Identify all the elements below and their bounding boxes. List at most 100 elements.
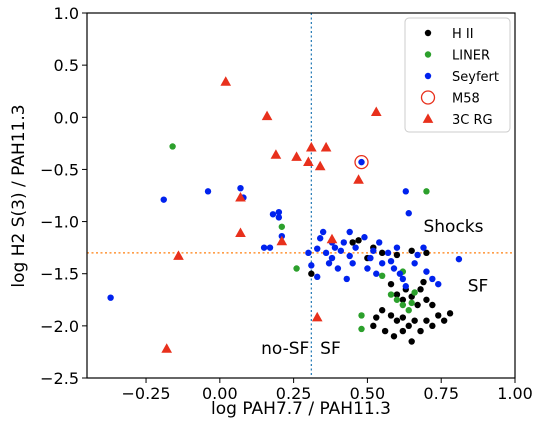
data-point xyxy=(266,244,274,251)
data-point xyxy=(393,251,401,259)
data-point xyxy=(349,260,356,267)
data-point xyxy=(376,239,383,246)
data-point xyxy=(293,265,300,272)
data-point xyxy=(337,247,345,254)
legend-label: 3C RG xyxy=(452,113,493,128)
data-point xyxy=(378,307,386,314)
data-point-triangle xyxy=(220,76,232,86)
data-point xyxy=(373,314,380,321)
data-point-triangle xyxy=(235,191,246,202)
data-point xyxy=(361,234,368,241)
data-point xyxy=(405,210,412,217)
data-point-triangle xyxy=(261,110,273,121)
annotation-text: no-SF xyxy=(261,339,309,359)
data-point xyxy=(399,301,407,309)
y-tick-label: 1.0 xyxy=(54,4,79,23)
legend-marker xyxy=(420,90,436,105)
data-point xyxy=(405,307,412,314)
data-point xyxy=(305,249,312,257)
y-tick-label: −1.5 xyxy=(40,265,79,284)
data-point xyxy=(420,278,427,286)
data-point xyxy=(440,317,448,324)
data-point xyxy=(387,258,395,265)
legend-marker xyxy=(424,51,432,58)
data-point xyxy=(355,237,362,244)
data-point xyxy=(316,235,324,242)
data-point xyxy=(399,314,407,321)
data-point xyxy=(308,270,315,277)
data-point xyxy=(417,327,424,335)
data-point xyxy=(399,296,407,303)
x-tick-label: −0.25 xyxy=(122,384,171,403)
data-point xyxy=(364,265,371,272)
data-point-triangle xyxy=(303,156,314,167)
data-point-triangle xyxy=(161,343,173,353)
data-point xyxy=(346,252,353,260)
data-point xyxy=(314,245,321,252)
data-point xyxy=(378,260,386,267)
annotation-text: SF xyxy=(468,276,489,296)
data-point xyxy=(408,299,415,307)
data-point xyxy=(405,322,412,330)
data-point xyxy=(237,185,244,192)
data-point xyxy=(367,254,374,262)
y-axis-label: log H2 S(3) / PAH11.3 xyxy=(9,104,29,287)
data-point xyxy=(387,291,395,298)
data-points xyxy=(107,76,463,353)
legend-marker xyxy=(424,72,432,80)
annotation-text: SF xyxy=(320,339,341,359)
y-tick-label: −2.5 xyxy=(40,369,79,388)
data-point xyxy=(343,275,350,283)
data-point xyxy=(346,228,353,236)
annotation-text: Shocks xyxy=(423,217,483,237)
data-point xyxy=(370,247,377,254)
data-point xyxy=(396,270,404,277)
data-point xyxy=(314,273,321,281)
data-point-triangle xyxy=(353,174,364,184)
data-point xyxy=(429,322,436,330)
data-point xyxy=(390,265,398,272)
x-tick-label: 0.50 xyxy=(350,384,386,403)
data-point xyxy=(411,260,418,267)
data-point-triangle xyxy=(326,233,338,244)
data-point xyxy=(275,208,283,216)
data-point xyxy=(328,254,336,262)
data-point xyxy=(169,143,176,150)
x-tick-label: 0.00 xyxy=(202,384,238,403)
legend-label: LINER xyxy=(452,49,490,64)
data-point xyxy=(399,327,407,335)
data-point xyxy=(387,280,395,288)
data-point xyxy=(204,188,212,195)
data-point xyxy=(417,286,424,293)
data-point xyxy=(358,325,365,333)
data-point-triangle xyxy=(276,235,288,246)
data-point xyxy=(399,275,407,283)
x-tick-label: 1.00 xyxy=(497,384,533,403)
data-point xyxy=(390,333,398,340)
y-tick-label: 0.5 xyxy=(54,56,79,75)
data-point xyxy=(423,317,430,324)
data-point xyxy=(352,244,359,251)
data-point xyxy=(408,338,415,345)
data-point xyxy=(308,262,315,269)
data-point xyxy=(402,283,409,290)
data-point xyxy=(278,223,286,230)
data-point xyxy=(387,312,395,319)
data-point xyxy=(384,249,392,257)
axis-ticks: −0.25 0.00 0.25 0.50 0.75 1.00 −2.5 −2.0 −1.5 −1.… xyxy=(40,4,533,403)
data-point xyxy=(319,228,327,236)
data-point xyxy=(429,275,436,283)
data-point-triangle xyxy=(370,106,382,116)
data-point xyxy=(381,327,389,335)
data-point xyxy=(435,280,442,288)
legend-label: M58 xyxy=(452,92,480,107)
data-point xyxy=(455,255,463,263)
data-point-triangle xyxy=(270,149,282,159)
data-point xyxy=(402,188,409,195)
data-point-triangle xyxy=(311,311,323,322)
data-point xyxy=(340,239,347,246)
data-point-triangle xyxy=(173,250,184,260)
data-point xyxy=(393,244,401,251)
